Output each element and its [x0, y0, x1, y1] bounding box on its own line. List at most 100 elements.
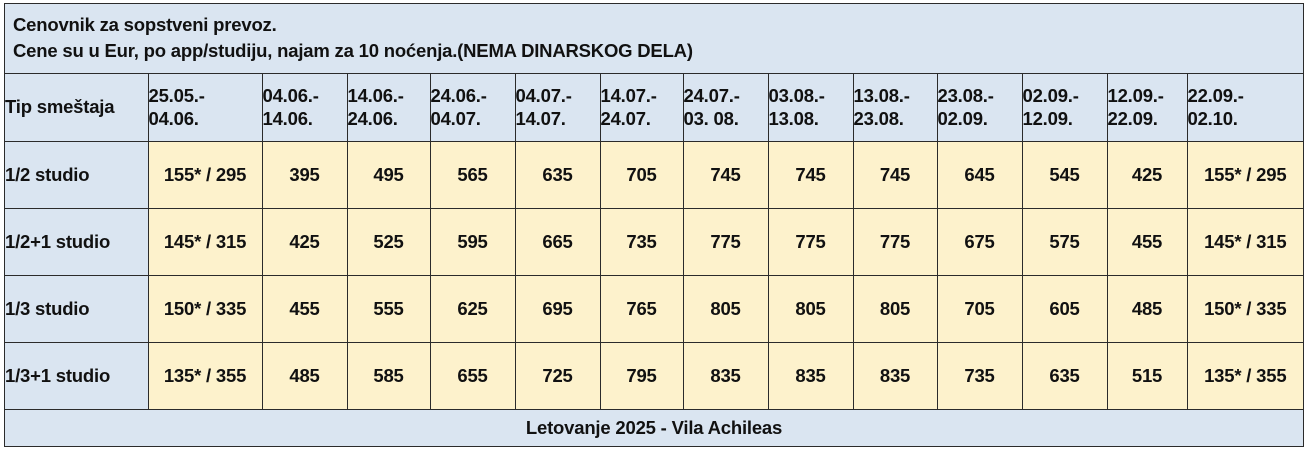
price-cell: 655	[429, 341, 516, 410]
accommodation-type: 1/3+1 studio	[5, 341, 149, 410]
column-header-period: 24.07.- 03. 08.	[682, 74, 769, 142]
price-cell: 675	[936, 207, 1023, 276]
period-to: 23.08.	[853, 108, 904, 130]
price-cell: 585	[346, 341, 431, 410]
period-to: 24.07.	[600, 108, 651, 130]
period-from: 23.08.-	[937, 85, 994, 107]
price-cell: 725	[514, 341, 601, 410]
price-cell: 495	[346, 140, 431, 209]
period-from: 24.06.-	[430, 85, 487, 107]
price-cell: 565	[429, 140, 516, 209]
price-cell: 155* / 295	[1186, 140, 1303, 209]
price-cell: 735	[936, 341, 1023, 410]
price-cell: 635	[1021, 341, 1108, 410]
price-cell: 455	[261, 274, 348, 343]
price-cell: 635	[514, 140, 601, 209]
price-cell: 425	[1106, 140, 1188, 209]
period-to: 14.06.	[262, 108, 313, 130]
price-cell: 835	[767, 341, 854, 410]
period-to: 03. 08.	[683, 108, 739, 130]
price-cell: 665	[514, 207, 601, 276]
price-cell: 395	[261, 140, 348, 209]
period-from: 22.09.-	[1187, 85, 1244, 107]
period-to: 02.10.	[1187, 108, 1238, 130]
price-cell: 835	[852, 341, 938, 410]
price-cell: 735	[599, 207, 684, 276]
price-cell: 135* / 355	[1186, 341, 1303, 410]
column-header-period: 24.06.- 04.07.	[429, 74, 516, 142]
table-header-row: Tip smeštaja 25.05.- 04.06. 04.06.- 14.06. 1…	[5, 74, 1303, 142]
table-row: 1/2+1 studio 145* / 315 425 525 595 665 735 775…	[5, 207, 1303, 276]
period-from: 12.09.-	[1107, 85, 1164, 107]
price-cell: 155* / 295	[147, 140, 263, 209]
period-from: 02.09.-	[1022, 85, 1079, 107]
period-to: 02.09.	[937, 108, 988, 130]
period-to: 24.06.	[347, 108, 398, 130]
period-to: 22.09.	[1107, 108, 1158, 130]
price-cell: 795	[599, 341, 684, 410]
table-footer-row: Letovanje 2025 - Vila Achileas	[5, 408, 1303, 447]
price-cell: 805	[767, 274, 854, 343]
column-header-period: 13.08.- 23.08.	[852, 74, 938, 142]
period-to: 13.08.	[768, 108, 819, 130]
price-cell: 625	[429, 274, 516, 343]
price-cell: 775	[682, 207, 769, 276]
price-cell: 525	[346, 207, 431, 276]
price-cell: 835	[682, 341, 769, 410]
footer-caption: Letovanje 2025 - Vila Achileas	[5, 408, 1303, 447]
price-cell: 455	[1106, 207, 1188, 276]
price-list-header: Cenovnik za sopstveni prevoz. Cene su u …	[5, 4, 1303, 74]
period-from: 13.08.-	[853, 85, 910, 107]
price-cell: 705	[599, 140, 684, 209]
column-header-period: 04.07.- 14.07.	[514, 74, 601, 142]
header-line-1: Cenovnik za sopstveni prevoz.	[13, 14, 277, 35]
price-cell: 150* / 335	[1186, 274, 1303, 343]
price-cell: 705	[936, 274, 1023, 343]
price-cell: 135* / 355	[147, 341, 263, 410]
price-cell: 555	[346, 274, 431, 343]
price-cell: 765	[599, 274, 684, 343]
column-header-period: 12.09.- 22.09.	[1106, 74, 1188, 142]
price-cell: 145* / 315	[147, 207, 263, 276]
price-cell: 805	[682, 274, 769, 343]
price-cell: 745	[852, 140, 938, 209]
period-to: 12.09.	[1022, 108, 1073, 130]
accommodation-type: 1/2 studio	[5, 140, 149, 209]
period-from: 04.06.-	[262, 85, 319, 107]
price-cell: 425	[261, 207, 348, 276]
column-header-type: Tip smeštaja	[5, 74, 149, 142]
price-cell: 805	[852, 274, 938, 343]
column-header-period: 25.05.- 04.06.	[147, 74, 263, 142]
price-table: Tip smeštaja 25.05.- 04.06. 04.06.- 14.06. 1…	[5, 74, 1303, 447]
period-from: 14.07.-	[600, 85, 657, 107]
table-row: 1/2 studio 155* / 295 395 495 565 635 705 745 74…	[5, 140, 1303, 209]
column-header-period: 23.08.- 02.09.	[936, 74, 1023, 142]
price-cell: 595	[429, 207, 516, 276]
column-header-period: 14.07.- 24.07.	[599, 74, 684, 142]
price-cell: 485	[261, 341, 348, 410]
period-to: 04.07.	[430, 108, 481, 130]
price-cell: 745	[682, 140, 769, 209]
price-cell: 515	[1106, 341, 1188, 410]
period-to: 04.06.	[148, 108, 199, 130]
accommodation-type: 1/3 studio	[5, 274, 149, 343]
price-cell: 485	[1106, 274, 1188, 343]
price-cell: 775	[852, 207, 938, 276]
accommodation-type: 1/2+1 studio	[5, 207, 149, 276]
price-cell: 745	[767, 140, 854, 209]
period-from: 04.07.-	[515, 85, 572, 107]
price-cell: 605	[1021, 274, 1108, 343]
table-row: 1/3+1 studio 135* / 355 485 585 655 725 795 835…	[5, 341, 1303, 410]
price-cell: 145* / 315	[1186, 207, 1303, 276]
column-header-period: 03.08.- 13.08.	[767, 74, 854, 142]
period-from: 25.05.-	[148, 85, 205, 107]
price-cell: 645	[936, 140, 1023, 209]
price-list: Cenovnik za sopstveni prevoz. Cene su u …	[4, 3, 1304, 447]
table-row: 1/3 studio 150* / 335 455 555 625 695 765 805 80…	[5, 274, 1303, 343]
column-header-period: 14.06.- 24.06.	[346, 74, 431, 142]
period-to: 14.07.	[515, 108, 566, 130]
period-from: 24.07.-	[683, 85, 740, 107]
price-cell: 545	[1021, 140, 1108, 209]
price-cell: 150* / 335	[147, 274, 263, 343]
header-line-2: Cene su u Eur, po app/studiju, najam za …	[13, 40, 693, 61]
